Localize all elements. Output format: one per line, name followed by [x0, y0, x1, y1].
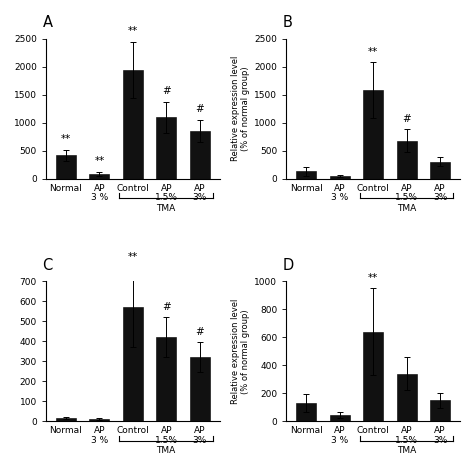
- Bar: [430, 162, 450, 179]
- Bar: [90, 173, 109, 179]
- Text: TMA: TMA: [156, 204, 176, 213]
- Text: #: #: [162, 86, 171, 96]
- Text: #: #: [402, 114, 411, 124]
- Text: #: #: [162, 302, 171, 312]
- Bar: [90, 419, 109, 421]
- Bar: [190, 357, 210, 421]
- Text: **: **: [128, 252, 138, 262]
- Text: **: **: [128, 26, 138, 36]
- Bar: [190, 131, 210, 179]
- Text: TMA: TMA: [156, 447, 176, 456]
- Bar: [430, 400, 450, 421]
- Bar: [363, 332, 383, 421]
- Y-axis label: Relative expression level
(% of normal group): Relative expression level (% of normal g…: [231, 299, 250, 404]
- Bar: [397, 141, 417, 179]
- Text: #: #: [195, 104, 204, 114]
- Text: C: C: [43, 258, 53, 273]
- Text: A: A: [43, 16, 53, 30]
- Bar: [56, 155, 76, 179]
- Text: **: **: [368, 47, 378, 57]
- Text: TMA: TMA: [397, 204, 416, 213]
- Text: **: **: [368, 273, 378, 283]
- Bar: [363, 91, 383, 179]
- Text: **: **: [61, 134, 71, 144]
- Bar: [296, 172, 317, 179]
- Bar: [56, 418, 76, 421]
- Text: D: D: [283, 258, 294, 273]
- Bar: [123, 307, 143, 421]
- Bar: [123, 70, 143, 179]
- Bar: [330, 415, 350, 421]
- Bar: [330, 176, 350, 179]
- Bar: [397, 374, 417, 421]
- Text: B: B: [283, 16, 293, 30]
- Bar: [156, 337, 176, 421]
- Text: #: #: [195, 327, 204, 337]
- Bar: [156, 117, 176, 179]
- Y-axis label: Relative expression level
(% of normal group): Relative expression level (% of normal g…: [231, 56, 250, 162]
- Bar: [296, 403, 317, 421]
- Text: **: **: [94, 156, 104, 166]
- Text: TMA: TMA: [397, 447, 416, 456]
